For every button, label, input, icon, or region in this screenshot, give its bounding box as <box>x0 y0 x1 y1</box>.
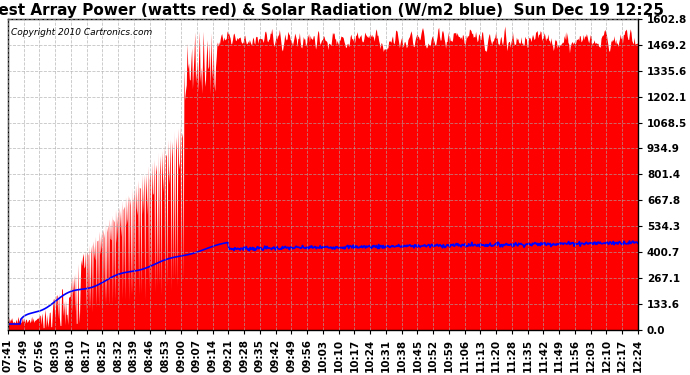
Title: West Array Power (watts red) & Solar Radiation (W/m2 blue)  Sun Dec 19 12:25: West Array Power (watts red) & Solar Rad… <box>0 3 664 18</box>
Text: Copyright 2010 Cartronics.com: Copyright 2010 Cartronics.com <box>11 28 152 37</box>
